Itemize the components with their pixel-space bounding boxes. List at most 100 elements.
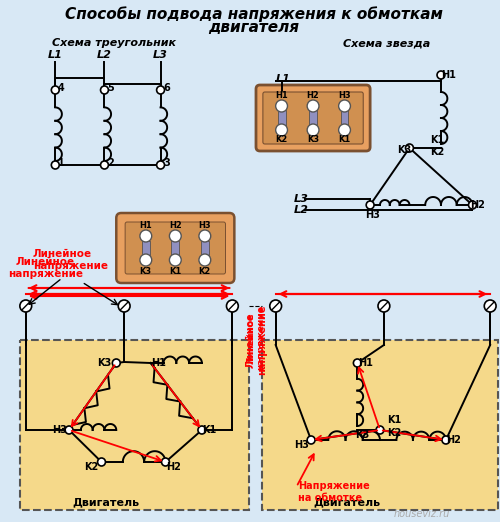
- Text: H3: H3: [294, 440, 308, 450]
- Text: 5: 5: [107, 83, 114, 93]
- Text: L1: L1: [48, 50, 62, 60]
- Text: K3: K3: [98, 358, 112, 368]
- Bar: [201, 241, 209, 255]
- Text: K2: K2: [84, 462, 99, 472]
- Circle shape: [52, 161, 59, 169]
- Circle shape: [156, 86, 164, 94]
- Circle shape: [276, 100, 287, 112]
- Text: 2: 2: [107, 158, 114, 168]
- Circle shape: [354, 359, 362, 367]
- Circle shape: [112, 359, 120, 367]
- FancyBboxPatch shape: [116, 213, 234, 283]
- Circle shape: [140, 230, 151, 242]
- Text: двигателя: двигателя: [208, 20, 300, 35]
- Text: K1: K1: [169, 267, 181, 276]
- Text: H3: H3: [198, 220, 211, 230]
- Text: H3: H3: [364, 210, 380, 220]
- Circle shape: [170, 254, 181, 266]
- Text: Напряжение
на обмотке: Напряжение на обмотке: [298, 481, 370, 503]
- Circle shape: [100, 86, 108, 94]
- Text: 3: 3: [163, 158, 170, 168]
- Text: H2: H2: [306, 91, 320, 101]
- Text: Схема звезда: Схема звезда: [343, 38, 430, 48]
- Text: K3: K3: [307, 136, 319, 145]
- Circle shape: [199, 230, 210, 242]
- Text: H1: H1: [442, 70, 456, 80]
- Circle shape: [198, 426, 206, 434]
- Text: L1: L1: [276, 74, 290, 84]
- Circle shape: [376, 426, 384, 434]
- Text: K3: K3: [398, 145, 411, 155]
- Circle shape: [52, 86, 59, 94]
- Bar: [278, 110, 285, 126]
- Circle shape: [276, 124, 287, 136]
- Text: H3: H3: [338, 91, 351, 101]
- Text: Линейное
напряжение: Линейное напряжение: [246, 305, 266, 371]
- Text: 4: 4: [58, 83, 64, 93]
- Text: L2: L2: [97, 50, 112, 60]
- Text: 6: 6: [163, 83, 170, 93]
- FancyBboxPatch shape: [263, 92, 363, 144]
- Circle shape: [437, 71, 445, 79]
- Text: H2: H2: [470, 200, 485, 210]
- Text: L3: L3: [294, 194, 308, 204]
- Text: Способы подвода напряжения к обмоткам: Способы подвода напряжения к обмоткам: [65, 6, 443, 22]
- Circle shape: [366, 201, 374, 209]
- Circle shape: [338, 124, 350, 136]
- Text: K1: K1: [430, 135, 444, 145]
- FancyBboxPatch shape: [20, 340, 249, 510]
- Text: H2: H2: [169, 220, 181, 230]
- Text: houseviz.ru: houseviz.ru: [393, 509, 450, 519]
- Text: L3: L3: [153, 50, 168, 60]
- Text: H1: H1: [151, 358, 166, 368]
- Circle shape: [162, 458, 170, 466]
- Circle shape: [307, 436, 315, 444]
- Text: 1: 1: [58, 158, 64, 168]
- Text: K2: K2: [430, 147, 444, 157]
- Circle shape: [307, 124, 319, 136]
- Text: Двигатель: Двигатель: [72, 497, 139, 507]
- Bar: [340, 110, 348, 126]
- Text: H2: H2: [446, 435, 461, 445]
- Circle shape: [338, 100, 350, 112]
- Text: K2: K2: [198, 267, 211, 276]
- Text: K1: K1: [202, 425, 217, 435]
- Text: H1: H1: [275, 91, 288, 101]
- Circle shape: [270, 300, 281, 312]
- Text: Двигатель: Двигатель: [313, 497, 380, 507]
- Bar: [309, 110, 317, 126]
- Bar: [172, 241, 179, 255]
- Text: K3: K3: [355, 430, 370, 440]
- Circle shape: [118, 300, 130, 312]
- Circle shape: [442, 436, 450, 444]
- Circle shape: [468, 201, 476, 209]
- Circle shape: [65, 426, 73, 434]
- Text: K3: K3: [140, 267, 152, 276]
- Circle shape: [484, 300, 496, 312]
- Circle shape: [378, 300, 390, 312]
- Bar: [142, 241, 150, 255]
- Circle shape: [170, 230, 181, 242]
- Circle shape: [307, 100, 319, 112]
- Text: Линейное
напряжение: Линейное напряжение: [245, 305, 267, 375]
- Text: Линейное
напряжение: Линейное напряжение: [32, 249, 108, 271]
- Text: K2: K2: [388, 428, 402, 438]
- FancyBboxPatch shape: [262, 340, 498, 510]
- Circle shape: [226, 300, 238, 312]
- Text: H2: H2: [166, 462, 181, 472]
- Text: L2: L2: [294, 205, 308, 215]
- FancyBboxPatch shape: [125, 222, 226, 274]
- Text: H3: H3: [52, 425, 66, 435]
- Text: K2: K2: [276, 136, 287, 145]
- Text: H1: H1: [140, 220, 152, 230]
- Text: Схема треугольник: Схема треугольник: [52, 38, 176, 48]
- Circle shape: [199, 254, 210, 266]
- Circle shape: [140, 254, 151, 266]
- Circle shape: [98, 458, 106, 466]
- Circle shape: [406, 144, 413, 152]
- Text: K1: K1: [338, 136, 350, 145]
- Circle shape: [156, 161, 164, 169]
- Text: K1: K1: [388, 415, 402, 425]
- Circle shape: [100, 161, 108, 169]
- Circle shape: [20, 300, 32, 312]
